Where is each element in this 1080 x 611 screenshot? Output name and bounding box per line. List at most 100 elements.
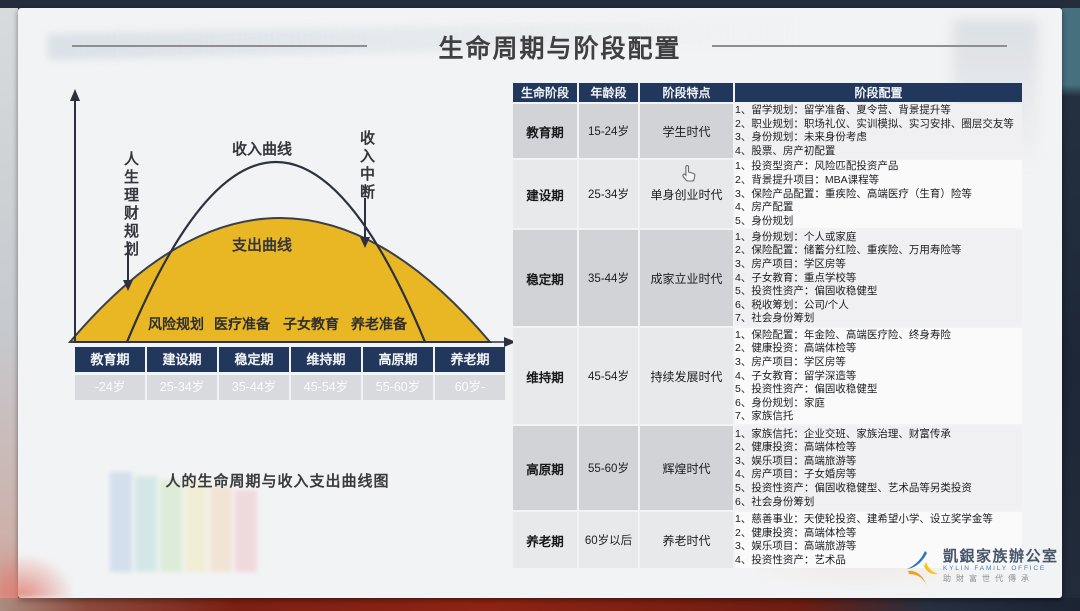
phase-note: 子女教育 [283,316,339,332]
feature-cell: 学生时代 [640,104,733,159]
config-cell: 1、慈善事业：天使轮投资、建希望小学、设立奖学金等 2、健康投资：高端体检等 3、娱… [735,512,1022,569]
strip-age: 35-44岁 [219,375,289,400]
stage-cell: 养老期 [513,512,577,569]
config-item: 3、娱乐项目：高端旅游等 [735,454,857,467]
table-row: 维持期 45-54岁 持续发展时代 1、保险配置：年金险、高端医疗险、终身寿险 2… [513,328,1022,425]
stage-cell: 稳定期 [513,230,577,327]
feature-cell: 单身创业时代 [640,160,733,229]
config-cell: 1、家族信托：企业交班、家族治理、财富传承 2、健康投资：高端体检等 3、娱乐项目：… [735,426,1022,511]
strip-stage: 建设期 [147,347,217,372]
config-item: 2、保险配置：储蓄分红险、重疾险、万用寿险等 [735,244,962,257]
title-divider-left [72,45,367,47]
income-curve [125,161,427,343]
phase-note: 医疗准备 [214,316,270,332]
strip-age: 60岁- [435,375,505,400]
stage-cell: 建设期 [513,160,577,229]
config-cell: 1、保险配置：年金险、高端医疗险、终身寿险 2、健康投资：高端体检等 3、房产项目：… [735,328,1022,425]
logo-tagline: 助財富世代傳承 [943,574,1034,583]
table-row: 稳定期 35-44岁 成家立业时代 1、身份规划：个人或家庭 2、保险配置：储蓄分… [513,230,1022,327]
x-axis-arrow [504,337,516,347]
config-item: 1、留学规划：留学准备、夏令营、背景提升等 [735,104,951,116]
config-item: 4、子女教育：留学深造等 [735,369,857,382]
config-item: 3、身份规划：未来身份考虑 [735,131,867,144]
background-artifact [0,556,72,598]
expense-curve-label: 支出曲线 [232,237,293,254]
feature-cell: 持续发展时代 [640,328,733,425]
strip-stage: 养老期 [435,347,505,372]
config-item: 3、娱乐项目：高端旅游等 [735,540,857,553]
config-item: 2、健康投资：高端体检等 [735,441,857,454]
table-row: 养老期 60岁以后 养老时代 1、慈善事业：天使轮投资、建希望小学、设立奖学金等… [513,512,1022,569]
config-cell: 1、投资型资产：风险匹配投资产品 2、背景提升项目：MBA课程等 3、保险产品配置：… [735,160,1022,229]
stage-cell: 高原期 [513,426,577,511]
phase-note: 养老准备 [351,316,407,332]
col-header-config: 阶段配置 [735,83,1022,102]
income-break-arrowhead [360,237,370,248]
lifecycle-chart [67,89,516,347]
background-band-left [0,8,18,598]
kylin-logo-icon [907,551,938,586]
y-axis-arrow [70,89,80,101]
config-item: 5、投资性资产：偏固收稳健型 [735,383,878,396]
config-item: 7、家族信托 [735,410,794,423]
age-cell: 55-60岁 [579,426,638,511]
logo-name-cn: 凱銀家族辦公室 [943,548,1059,565]
config-cell: 1、留学规划：留学准备、夏令营、背景提升等 2、职业规划：职场礼仪、实训模拟、实习… [735,104,1022,159]
feature-cell: 成家立业时代 [640,230,733,327]
config-item: 1、家族信托：企业交班、家族治理、财富传承 [735,427,951,440]
config-item: 2、背景提升项目：MBA课程等 [735,173,880,186]
background-artifact [210,486,232,572]
age-cell: 45-54岁 [579,328,638,425]
col-header-stage: 生命阶段 [513,83,577,102]
config-item: 3、房产项目：学区房等 [735,355,846,368]
stage-cell: 维持期 [513,328,577,425]
planning-arrowhead [123,280,133,291]
config-item: 4、投资性资产：艺术品 [735,553,846,566]
stage-config-table: 生命阶段 年龄段 阶段特点 阶段配置 教育期 15-24岁 学生时代 1、留学规… [511,81,1024,570]
income-break-label: 收入中断 [358,130,375,202]
config-item: 5、投资性资产：偏固收稳健型 [735,285,878,298]
background-artifact [135,476,157,572]
table-row: 建设期 25-34岁 单身创业时代 1、投资型资产：风险匹配投资产品 2、背景提升… [513,160,1022,229]
config-item: 4、股票、房产初配置 [735,144,836,157]
config-item: 2、健康投资：高端体检等 [735,526,857,539]
phase-note: 风险规划 [148,316,204,332]
config-item: 1、身份规划：个人或家庭 [735,230,857,243]
background-artifact [160,480,182,572]
stage-cell: 教育期 [513,104,577,159]
age-cell: 15-24岁 [579,104,638,159]
config-item: 3、房产项目：学区房等 [735,257,846,270]
strip-age: 55-60岁 [363,375,433,400]
background-band-right [1062,8,1080,598]
background-artifact [235,490,257,572]
chart-caption: 人的生命周期与收入支出曲线图 [165,473,390,490]
feature-cell: 养老时代 [640,512,733,569]
strip-age: 45-54岁 [291,375,361,400]
config-item: 1、投资型资产：风险匹配投资产品 [735,160,899,173]
life-planning-label: 人生理财规划 [122,151,139,259]
col-header-age: 年龄段 [579,83,638,102]
age-cell: 60岁以后 [579,512,638,569]
table-row: 教育期 15-24岁 学生时代 1、留学规划：留学准备、夏令营、背景提升等 2、职… [513,104,1022,159]
config-item: 2、职业规划：职场礼仪、实训模拟、实习安排、圈层交友等 [735,117,1014,130]
config-item: 1、慈善事业：天使轮投资、建希望小学、设立奖学金等 [735,513,993,526]
config-item: 4、子女教育：重点学校等 [735,271,857,284]
col-header-feature: 阶段特点 [640,83,733,102]
age-cell: 35-44岁 [579,230,638,327]
config-item: 2、健康投资：高端体检等 [735,342,857,355]
logo-name-en: KYLIN FAMILY OFFICE [943,565,1046,572]
age-cell: 25-34岁 [579,160,638,229]
strip-stage: 维持期 [291,347,361,372]
feature-cell: 辉煌时代 [640,426,733,511]
company-logo: 凱銀家族辦公室 KYLIN FAMILY OFFICE 助財富世代傳承 [903,549,1059,589]
strip-stage: 稳定期 [219,347,289,372]
income-curve-label: 收入曲线 [232,141,293,158]
config-cell: 1、身份规划：个人或家庭 2、保险配置：储蓄分红险、重疾险、万用寿险等 3、房产项目… [735,230,1022,327]
strip-stage: 高原期 [363,347,433,372]
background-band-top [0,0,1080,8]
config-item: 5、身份规划 [735,214,794,227]
page-title: 生命周期与阶段配置 [438,35,682,63]
config-item: 1、保险配置：年金险、高端医疗险、终身寿险 [735,328,951,341]
config-item: 6、身份规划：家庭 [735,396,825,409]
background-artifact [185,482,207,572]
